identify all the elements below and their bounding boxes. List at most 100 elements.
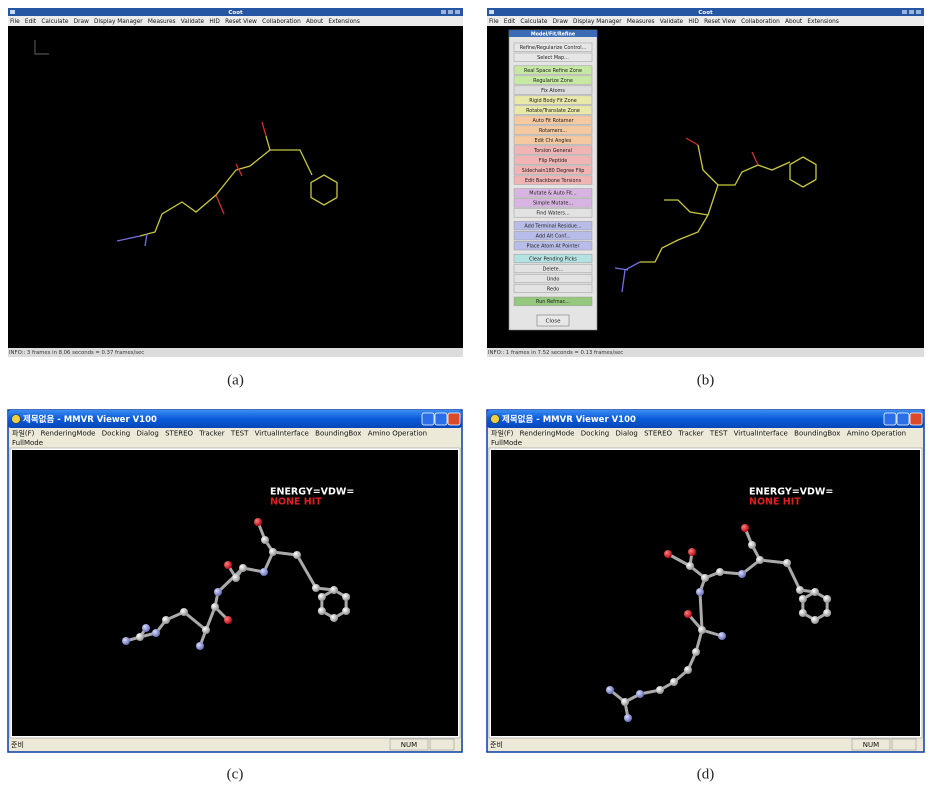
menu-item[interactable]: Calculate (520, 19, 548, 25)
dialog-button[interactable]: Refine/Regularize Control... (514, 43, 592, 52)
gl-canvas (8, 26, 463, 348)
menu-item[interactable]: About (785, 19, 803, 25)
menu-item[interactable]: Docking (581, 430, 609, 438)
caption: (d) (697, 766, 715, 782)
dialog-button[interactable]: Rigid Body Fit Zone (514, 96, 592, 105)
button-label: Close (546, 318, 562, 324)
dialog-button[interactable]: Delete... (514, 264, 592, 273)
menu-item[interactable]: BoundingBox (794, 430, 840, 438)
button-label: Auto Fit Rotamer (532, 118, 574, 124)
atom (136, 633, 144, 641)
dialog-button[interactable]: Rotate/Translate Zone (514, 106, 592, 115)
window-control[interactable] (884, 413, 896, 425)
window-control[interactable] (897, 413, 909, 425)
dialog-button[interactable]: Real Space Refine Zone (514, 66, 592, 75)
menu-item[interactable]: Docking (102, 430, 130, 438)
menu-item[interactable]: TEST (230, 430, 249, 438)
atom (684, 610, 692, 618)
dialog-button[interactable]: Run Refmac... (514, 297, 592, 306)
dialog-button[interactable]: Select Map... (514, 53, 592, 62)
dialog-button[interactable]: Fix Atoms (514, 86, 592, 95)
dialog-button[interactable]: Rotamers... (514, 126, 592, 135)
menu-item[interactable]: RenderingMode (520, 430, 575, 438)
menu-item[interactable]: RenderingMode (41, 430, 96, 438)
menu-item[interactable]: Dialog (137, 430, 159, 438)
dialog-button[interactable]: Add Terminal Residue... (514, 221, 592, 230)
atom (269, 548, 277, 556)
dialog-button[interactable]: Regularize Zone (514, 76, 592, 85)
menu-item[interactable]: TEST (709, 430, 728, 438)
atom (162, 616, 170, 624)
menu-item[interactable]: VirtualInterface (734, 430, 788, 438)
menu-item[interactable]: Reset View (225, 19, 257, 25)
window-control (902, 10, 907, 14)
menu-item[interactable]: Dialog (616, 430, 638, 438)
window-control[interactable] (435, 413, 447, 425)
button-label: Rotate/Translate Zone (526, 108, 580, 114)
menu-item[interactable]: Amino Operation (847, 430, 906, 438)
dialog-button[interactable]: Add Alt Conf... (514, 231, 592, 240)
menu-item[interactable]: Draw (553, 19, 568, 25)
menu-item[interactable]: File (10, 19, 20, 25)
menu-item[interactable]: Edit (25, 19, 37, 25)
menu-item[interactable]: Display Manager (573, 19, 622, 25)
menu-item[interactable]: Measures (627, 19, 655, 25)
menu-item[interactable]: HID (688, 19, 699, 25)
menu-item[interactable]: Tracker (677, 430, 703, 438)
dialog-button[interactable]: Edit Backbone Torsions (514, 176, 592, 185)
dialog-button[interactable]: Simple Mutate... (514, 199, 592, 208)
menu-item[interactable]: Display Manager (94, 19, 143, 25)
menu-item[interactable]: Edit (504, 19, 516, 25)
dialog-button[interactable]: Edit Chi Angles (514, 136, 592, 145)
dialog-button[interactable]: Find Waters... (514, 209, 592, 218)
caption: (a) (227, 372, 244, 388)
dialog-button[interactable]: Sidechain180 Degree Flip (514, 166, 592, 175)
menu-item[interactable]: About (306, 19, 324, 25)
menu-item[interactable]: BoundingBox (315, 430, 361, 438)
atom (122, 637, 130, 645)
dialog-button[interactable]: Place Atom At Pointer (514, 241, 592, 250)
menu-item[interactable]: Collaboration (262, 19, 301, 25)
window-control[interactable] (910, 413, 922, 425)
close-button[interactable]: Close (537, 315, 569, 326)
menu-item[interactable]: Measures (148, 19, 176, 25)
menu-item[interactable]: 파일(F) (491, 429, 514, 438)
dialog-button[interactable]: Flip Peptide (514, 156, 592, 165)
menu-item[interactable]: HID (209, 19, 220, 25)
menu-item[interactable]: Extensions (807, 19, 838, 25)
menu-item[interactable]: Collaboration (741, 19, 780, 25)
atom (799, 595, 807, 603)
menu-item[interactable]: STEREO (165, 430, 193, 438)
menu-item[interactable]: 파일(F) (12, 429, 35, 438)
dialog-button[interactable]: Auto Fit Rotamer (514, 116, 592, 125)
button-label: Edit Chi Angles (535, 138, 572, 144)
menu-item[interactable]: VirtualInterface (255, 430, 309, 438)
dialog-button[interactable]: Mutate & Auto Fit... (514, 189, 592, 198)
menu-item[interactable]: Draw (74, 19, 89, 25)
menu-item[interactable]: FullMode (12, 439, 43, 447)
atom (688, 548, 696, 556)
dialog-button[interactable]: Torsion General (514, 146, 592, 155)
window-control[interactable] (422, 413, 434, 425)
button-label: Clear Pending Picks (529, 256, 577, 262)
menu-item[interactable]: Amino Operation (368, 430, 427, 438)
menu-item[interactable]: File (489, 19, 499, 25)
dialog-button[interactable]: Undo (514, 274, 592, 283)
dialog-button[interactable]: Redo (514, 284, 592, 293)
menu-item[interactable]: Validate (181, 19, 205, 25)
status-indicator: NUM (401, 741, 417, 749)
menu-item[interactable]: Extensions (328, 19, 359, 25)
menu-item[interactable]: Tracker (198, 430, 224, 438)
window-control[interactable] (448, 413, 460, 425)
menu-item[interactable]: FullMode (491, 439, 522, 447)
menu-item[interactable]: Reset View (704, 19, 736, 25)
atom (624, 714, 632, 722)
menu-item[interactable]: Validate (660, 19, 684, 25)
status-indicator: NUM (863, 741, 879, 749)
menu-item[interactable]: STEREO (644, 430, 672, 438)
atom (718, 632, 726, 640)
gl-canvas (491, 450, 920, 736)
menu-item[interactable]: Calculate (41, 19, 69, 25)
dialog-button[interactable]: Clear Pending Picks (514, 254, 592, 263)
atom (716, 568, 724, 576)
